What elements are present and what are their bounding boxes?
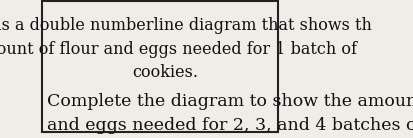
Text: cookies.: cookies. [132,64,198,81]
Text: This is a double numberline diagram that shows th: This is a double numberline diagram that… [0,17,372,34]
Text: amount of flour and eggs needed for 1 batch of: amount of flour and eggs needed for 1 ba… [0,41,357,58]
Text: and eggs needed for 2, 3, and 4 batches of cookies: and eggs needed for 2, 3, and 4 batches … [47,117,413,134]
Text: Complete the diagram to show the amount of flour: Complete the diagram to show the amount … [47,93,413,110]
FancyBboxPatch shape [43,1,278,132]
